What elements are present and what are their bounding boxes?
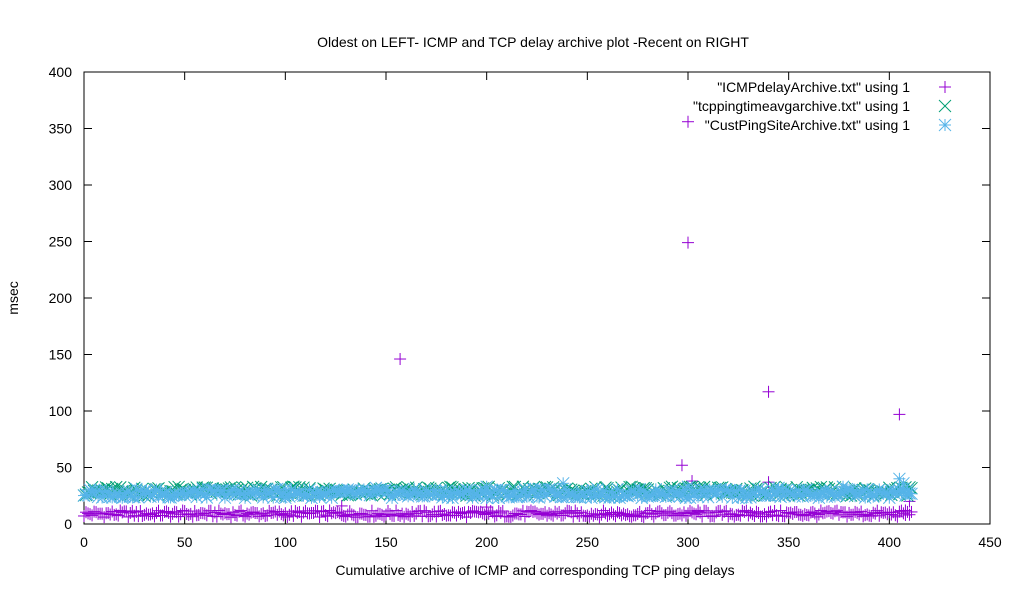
chart-title: Oldest on LEFT- ICMP and TCP delay archi…	[317, 34, 749, 50]
data-point	[675, 459, 688, 472]
legend-label: "tcppingtimeavgarchive.txt" using 1	[693, 98, 910, 114]
y-axis-label: msec	[5, 281, 21, 314]
legend-label: "CustPingSiteArchive.txt" using 1	[705, 117, 910, 133]
data-point	[235, 504, 248, 517]
data-point	[689, 485, 703, 499]
data-point	[772, 481, 785, 495]
data-point	[394, 353, 407, 366]
data-point	[480, 480, 494, 494]
x-tick-label: 350	[777, 534, 801, 550]
data-point	[905, 505, 918, 518]
x-tick-label: 250	[576, 534, 600, 550]
x-tick-label: 150	[374, 534, 398, 550]
y-tick-label: 350	[49, 121, 73, 137]
data-point	[682, 115, 694, 128]
data-point	[893, 408, 906, 421]
legend: "ICMPdelayArchive.txt" using 1 "tcppingti…	[693, 79, 952, 133]
data-point	[681, 480, 695, 494]
legend-marker	[938, 118, 952, 132]
y-tick-label: 150	[49, 347, 73, 363]
x-tick-label: 450	[978, 534, 1002, 550]
data-point	[810, 510, 823, 523]
data-points	[77, 115, 918, 524]
legend-marker	[938, 99, 952, 113]
x-tick-label: 400	[878, 534, 902, 550]
y-tick-label: 200	[49, 290, 73, 306]
legend-marker	[939, 81, 951, 93]
y-tick-label: 50	[56, 460, 72, 476]
series-1	[78, 115, 918, 524]
y-tick-label: 0	[64, 516, 72, 532]
y-axis: 0 50 100 150 200 250 300 350 400	[49, 64, 990, 532]
data-point	[152, 490, 165, 504]
data-point	[278, 482, 292, 496]
x-tick-label: 0	[80, 534, 88, 550]
series-3	[77, 472, 918, 505]
y-tick-label: 300	[49, 177, 73, 193]
x-tick-label: 100	[274, 534, 298, 550]
data-point	[899, 504, 912, 517]
legend-label: "ICMPdelayArchive.txt" using 1	[717, 79, 910, 95]
x-tick-label: 200	[475, 534, 499, 550]
x-axis-label: Cumulative archive of ICMP and correspon…	[335, 562, 734, 578]
data-point	[762, 385, 775, 398]
data-point	[200, 491, 214, 504]
data-point	[369, 481, 383, 495]
data-point	[836, 480, 850, 494]
y-tick-label: 400	[49, 64, 73, 80]
x-tick-label: 50	[177, 534, 193, 550]
data-point	[901, 483, 914, 497]
data-point	[891, 510, 904, 523]
data-point	[742, 487, 755, 501]
x-tick-label: 300	[676, 534, 700, 550]
y-tick-label: 100	[49, 403, 73, 419]
data-point	[556, 476, 570, 490]
data-point	[172, 510, 185, 523]
x-axis: 0 50 100 150 200 250 300 350 400 450	[80, 72, 1002, 550]
plot-frame	[83, 71, 991, 525]
y-tick-label: 250	[49, 234, 73, 250]
data-point	[456, 488, 469, 502]
data-point	[692, 504, 705, 517]
data-point	[682, 236, 694, 249]
data-point	[593, 511, 606, 524]
data-point	[335, 499, 348, 512]
